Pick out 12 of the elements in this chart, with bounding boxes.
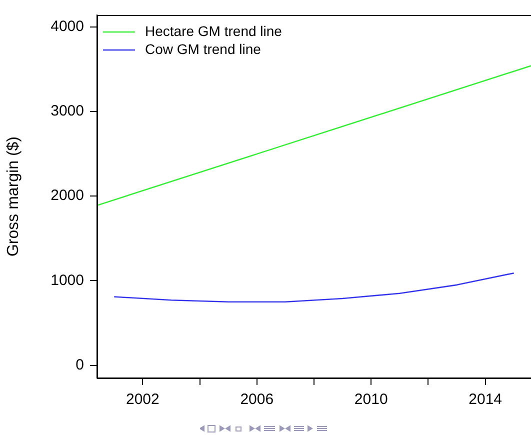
y-tick-label: 0 xyxy=(76,356,84,374)
y-tick-label: 2000 xyxy=(50,187,84,204)
x-tick-label: 2010 xyxy=(354,391,388,408)
y-tick-label: 1000 xyxy=(50,272,84,289)
legend-label: Hectare GM trend line xyxy=(145,22,282,39)
y-tick-label: 4000 xyxy=(50,18,84,35)
x-tick-label: 2002 xyxy=(126,391,160,408)
x-tick-label: 2014 xyxy=(468,391,502,408)
y-axis-title: Gross margin ($) xyxy=(5,136,22,257)
legend-label: Cow GM trend line xyxy=(145,40,262,57)
x-tick-label: 2006 xyxy=(240,391,274,408)
y-tick-label: 3000 xyxy=(50,102,84,120)
